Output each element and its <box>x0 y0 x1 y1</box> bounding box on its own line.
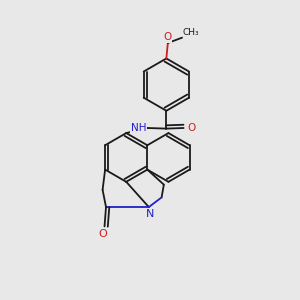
Text: CH₃: CH₃ <box>183 28 200 37</box>
Text: N: N <box>146 209 154 219</box>
Text: O: O <box>187 123 195 133</box>
Text: O: O <box>164 32 172 42</box>
Text: NH: NH <box>131 123 146 133</box>
Text: O: O <box>99 230 107 239</box>
